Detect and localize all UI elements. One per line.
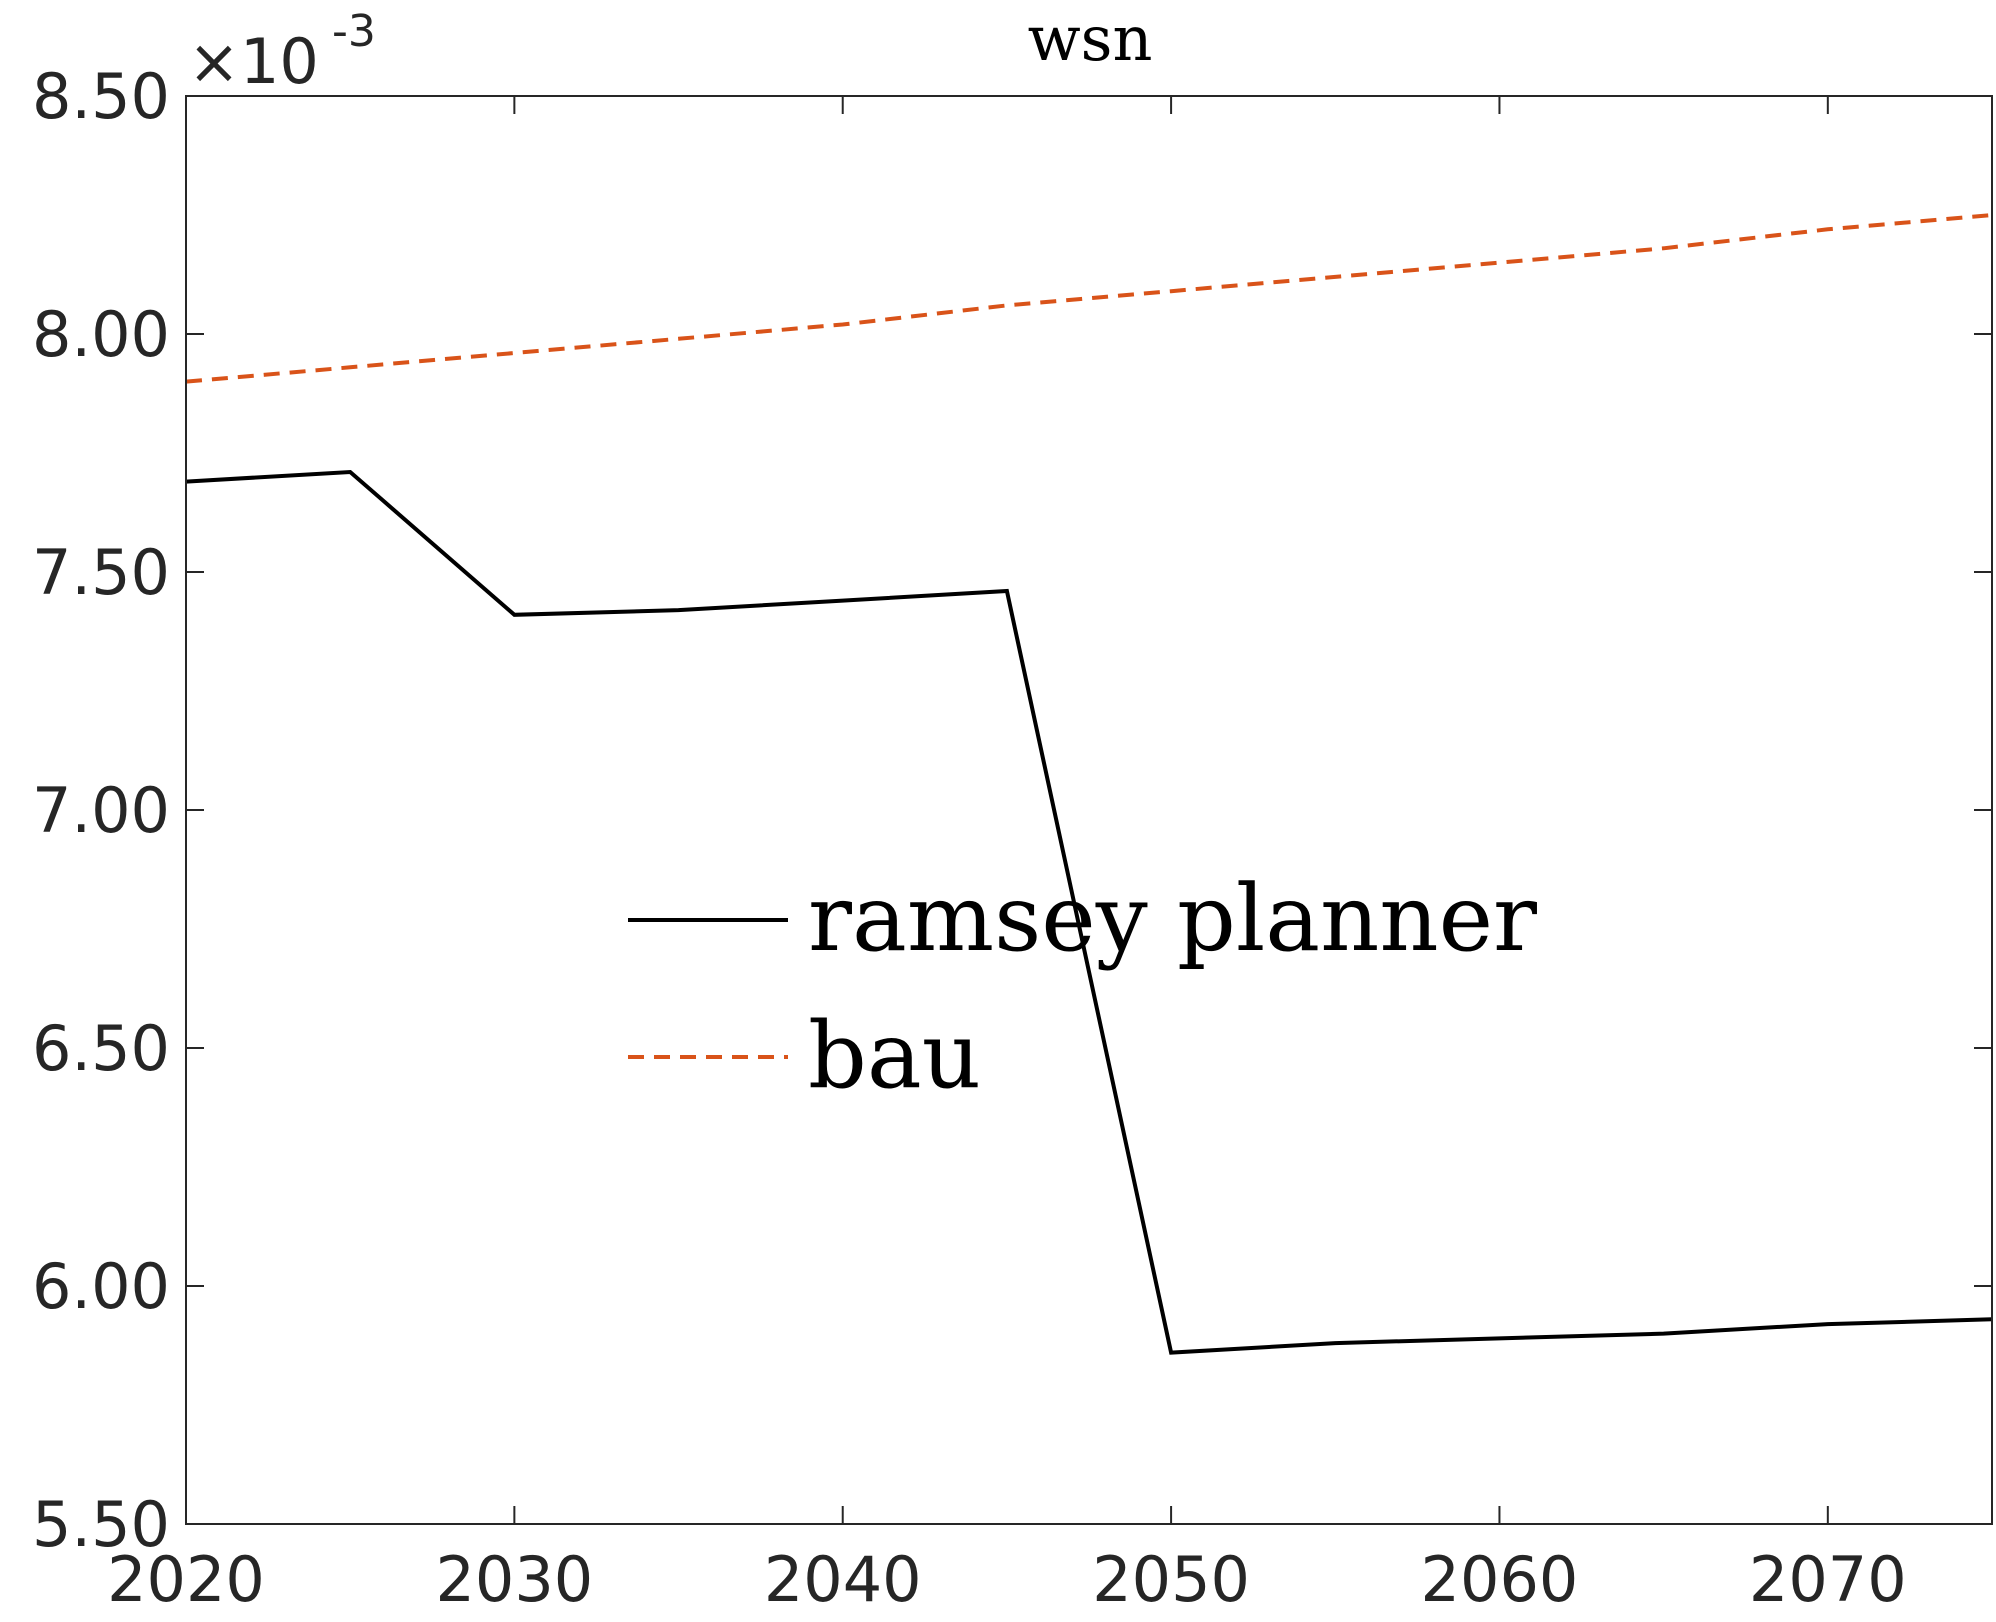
x-tick-label: 2050 (1092, 1543, 1250, 1616)
legend: ramsey planner bau (628, 865, 1537, 1109)
legend-label-2: bau (808, 1002, 981, 1109)
legend-label-1: ramsey planner (808, 865, 1537, 972)
x-tick-label: 2040 (764, 1543, 922, 1616)
y-multiplier-base: ×10 (188, 25, 319, 98)
x-tick-label: 2070 (1749, 1543, 1907, 1616)
y-tick-label: 8.00 (32, 298, 170, 371)
x-tick-label: 2030 (435, 1543, 593, 1616)
y-tick-label: 5.50 (32, 1488, 170, 1561)
y-tick-label: 6.00 (32, 1250, 170, 1323)
axes: 2020 2030 2040 2050 2060 2070 5.50 6.00 6.50 7.00… (32, 60, 1993, 1616)
y-tick-label: 8.50 (32, 60, 170, 133)
y-tick-label: 6.50 (32, 1012, 170, 1085)
series-line-1 (185, 469, 1993, 1355)
series-line-2 (185, 213, 1993, 384)
y-multiplier: ×10 -3 (188, 6, 376, 98)
plot-area (185, 213, 1993, 1355)
chart-title: wsn (1028, 2, 1153, 75)
y-tick-label: 7.50 (32, 536, 170, 609)
y-multiplier-exponent: -3 (332, 6, 376, 57)
x-tick-label: 2060 (1421, 1543, 1579, 1616)
y-tick-label: 7.00 (32, 774, 170, 847)
x-tick-label: 2020 (107, 1543, 265, 1616)
